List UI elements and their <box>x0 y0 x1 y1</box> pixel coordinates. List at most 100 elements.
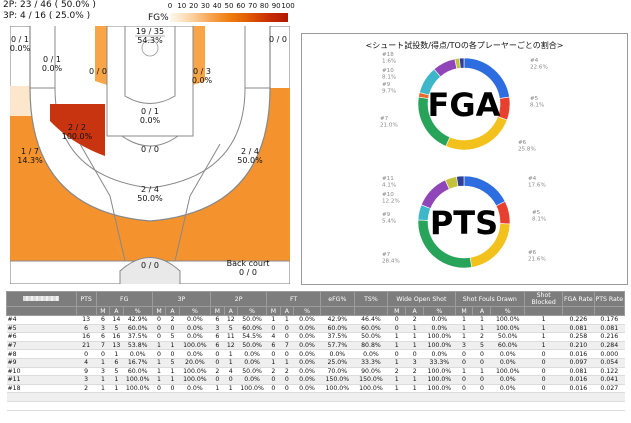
donut-label-fga: 1.6% <box>382 59 396 65</box>
player-number-cell: #10 <box>6 367 77 377</box>
stat-cell: 100.0% <box>237 384 267 394</box>
stat-cell: 70.0% <box>320 367 355 377</box>
column-sub-header <box>562 306 595 316</box>
stat-cell: 0.0% <box>490 349 525 359</box>
stat-cell: 0 <box>165 384 180 394</box>
stat-cell: 0.0% <box>320 349 355 359</box>
column-sub-header <box>319 306 355 316</box>
stat-cell: 0.0% <box>293 384 321 394</box>
zone-label-left-wing-three: 1 / 7 <box>21 147 39 156</box>
stat-cell: 0.0% <box>293 332 321 342</box>
stat-cell: 0.0% <box>490 358 525 368</box>
stat-cell: 1 <box>224 384 238 394</box>
stat-cell: 1 <box>224 358 238 368</box>
zone-label-left-mid: 0 / 0 <box>89 67 107 76</box>
player-number-cell: #18 <box>6 384 77 394</box>
player-number-cell: #9 <box>6 358 77 368</box>
donut-charts: FGA#422.6%#58.1%#625.8%#721.0%#99.7%#108… <box>380 52 548 269</box>
stat-cell: 0 <box>280 384 294 394</box>
stat-cell: 6 <box>109 358 124 368</box>
stat-cell: 0.0% <box>293 367 321 377</box>
column-sub-header <box>6 306 77 316</box>
table-row: #10 9 3 5 60.0% 1 1 100.0% 2 4 50.0% 2 2 0.0% 70.0% 90.… <box>6 367 625 377</box>
donut-label-pts: #9 <box>382 212 391 218</box>
stat-cell: 0.0% <box>490 375 525 385</box>
stat-cell: 0 <box>224 375 238 385</box>
three-point-summary: 3P: 4 / 16 ( 25.0% ) <box>3 11 91 21</box>
stat-cell: 0 <box>152 315 166 325</box>
stat-cell: 0 <box>405 349 424 359</box>
stat-cell: 0 <box>472 349 491 359</box>
zone-label-restricted: 0 / 0 <box>141 145 159 154</box>
stat-cell: 2 <box>165 315 180 325</box>
column-sub-header: M <box>454 306 474 316</box>
stat-cell: 0.0% <box>293 349 321 359</box>
stat-cell: 13 <box>76 315 97 325</box>
stat-cell: 1 <box>387 332 406 342</box>
stat-cell: 1 <box>224 349 238 359</box>
stat-cell: 37.5% <box>123 332 153 342</box>
stat-cell: 0.0% <box>423 349 456 359</box>
stat-cell: 0.0% <box>179 324 211 334</box>
stat-cell: 1 <box>405 332 424 342</box>
stat-cell: 60.0% <box>490 341 525 351</box>
column-sub-header: A <box>109 306 124 316</box>
stat-cell: 1 <box>165 375 180 385</box>
donut-label-pts: 8.1% <box>532 217 546 223</box>
table-row: #5 6 3 5 60.0% 0 0 0.0% 3 5 60.0% 0 0 0.0% 60.0% 60.0% 0… <box>6 324 625 334</box>
stat-cell: 0.0% <box>293 315 321 325</box>
stat-cell: 0.041 <box>594 375 625 385</box>
column-sub-header: A <box>472 306 492 316</box>
column-group-header: TS% <box>353 291 389 307</box>
donut-slice-pts-18 <box>456 175 465 187</box>
free-throw-arc <box>121 135 179 147</box>
legend-tick: 100 <box>281 2 295 10</box>
stat-cell: 0 <box>266 384 281 394</box>
stat-cell: 1 <box>524 315 563 325</box>
stat-cell: 1 <box>280 315 294 325</box>
stat-cell: 1 <box>387 384 406 394</box>
column-group-header: PTS <box>75 291 97 307</box>
column-sub-header: % <box>490 306 526 316</box>
stat-cell: 0.0% <box>179 315 211 325</box>
stat-cell: 16 <box>76 332 97 342</box>
donut-label-pts: #7 <box>382 252 391 258</box>
stat-cell: 5 <box>165 332 180 342</box>
stat-cell: 0.0% <box>490 384 525 394</box>
donut-slice-pts-4 <box>463 175 506 207</box>
stat-cell: 2 <box>280 367 294 377</box>
stat-cell: 0 <box>280 349 294 359</box>
stat-cell: 6 <box>96 315 110 325</box>
column-sub-header: % <box>423 306 456 316</box>
stat-cell: 5 <box>109 324 124 334</box>
stat-cell: 0.0% <box>293 375 321 385</box>
stat-cell: 100.0% <box>354 384 388 394</box>
stat-cell: 25.0% <box>320 358 355 368</box>
stat-cell: 0.216 <box>594 332 625 342</box>
shot-summary: 2P: 23 / 46 ( 50.0% ) 3P: 4 / 16 ( 25.0%… <box>3 0 96 22</box>
stat-cell: 0 <box>387 349 406 359</box>
table-row: #6 16 6 16 37.5% 0 5 0.0% 6 11 54.5% 4 0 0.0% 37.5% 50.… <box>6 332 625 342</box>
legend-tick: 80 <box>259 2 269 10</box>
donut-label-pts: 17.6% <box>528 183 546 189</box>
stat-cell: 0 <box>280 375 294 385</box>
stat-cell: 1 <box>96 358 110 368</box>
stat-cell: 0.0% <box>423 324 456 334</box>
stat-cell: 1 <box>455 332 473 342</box>
stat-cell: 1 <box>387 358 406 368</box>
legend-tick: 10 <box>177 2 187 10</box>
stat-cell: 0.027 <box>594 384 625 394</box>
stat-cell: 1 <box>405 384 424 394</box>
stat-cell: 100.0% <box>320 384 355 394</box>
donut-label-pts: 12.2% <box>382 199 400 205</box>
stat-cell: 12 <box>224 341 238 351</box>
zone-label-paint-top: 0.0% <box>140 116 161 125</box>
stat-cell: 1 <box>210 384 225 394</box>
stat-cell: 12 <box>224 315 238 325</box>
stat-cell: 0.097 <box>562 358 595 368</box>
stat-cell: 0.0% <box>354 349 388 359</box>
stat-cell: 0 <box>266 349 281 359</box>
stat-cell: 0.284 <box>594 341 625 351</box>
